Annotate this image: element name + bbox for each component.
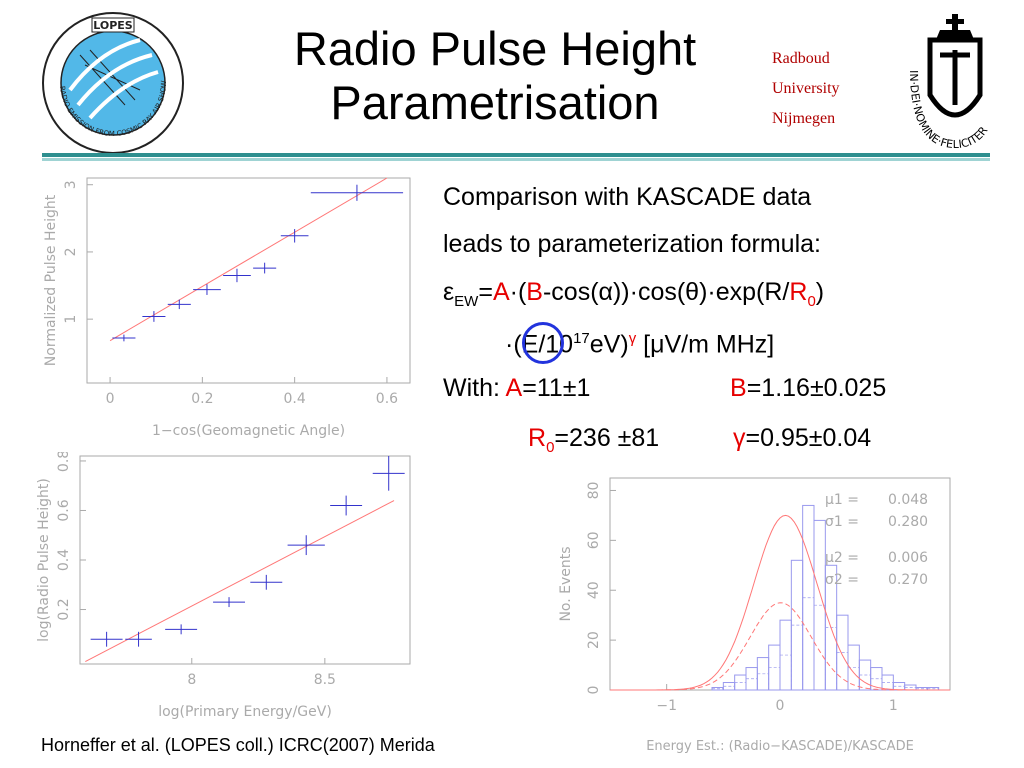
chart-energy: 8 8.5 0.2 0.4 0.6 0.8 log(Primary Energy/GeV) l… bbox=[36, 452, 411, 720]
highlight-circle bbox=[522, 322, 564, 364]
histogram-bar-sub bbox=[926, 688, 940, 691]
y-tick-label: 80 bbox=[586, 482, 602, 500]
x-tick-label: −1 bbox=[656, 698, 677, 714]
y-tick-label: 0.2 bbox=[56, 598, 72, 620]
histogram-bar-sub bbox=[858, 674, 872, 691]
page-title: Radio Pulse Height Parametrisation bbox=[293, 22, 697, 129]
y-axis-label: No. Events bbox=[558, 546, 574, 621]
title-rule bbox=[42, 153, 990, 157]
histogram-bar-sub bbox=[836, 652, 849, 691]
data-point bbox=[253, 262, 277, 274]
histogram-bar-sub bbox=[745, 678, 758, 691]
y-tick-label: 20 bbox=[586, 631, 602, 649]
x-tick-label: 0.6 bbox=[376, 391, 398, 407]
x-axis-label: 1−cos(Geomagnetic Angle) bbox=[152, 423, 345, 439]
legend-label: μ1 = bbox=[825, 492, 859, 508]
lopes-logo-text: LOPES bbox=[93, 19, 133, 32]
histogram-bar-sub bbox=[768, 667, 781, 691]
x-tick-label: 1 bbox=[889, 698, 898, 714]
university-name: Radboud University Nijmegen bbox=[772, 50, 840, 127]
histogram-bar-sub bbox=[802, 597, 815, 691]
y-tick-label: 2 bbox=[63, 247, 79, 256]
y-axis-label: Normalized Pulse Height bbox=[43, 194, 59, 366]
param-r0: R0=236 ±81 bbox=[528, 424, 660, 456]
data-point bbox=[165, 624, 198, 635]
legend-label: σ2 = bbox=[825, 572, 859, 588]
params-line-1: With: A=11±1 bbox=[443, 374, 591, 402]
histogram-bar-sub bbox=[790, 624, 804, 691]
x-tick-label: 0.2 bbox=[191, 391, 213, 407]
data-point bbox=[310, 184, 404, 201]
data-point bbox=[112, 334, 136, 342]
y-tick-label: 40 bbox=[586, 581, 602, 599]
data-point bbox=[125, 631, 152, 647]
y-tick-label: 0.6 bbox=[56, 499, 72, 521]
legend-value: 0.270 bbox=[888, 572, 928, 588]
y-tick-label: 60 bbox=[586, 531, 602, 549]
x-tick-label: 0.4 bbox=[284, 391, 306, 407]
gaussian-fit-2 bbox=[610, 602, 950, 691]
histogram-bar-sub bbox=[756, 673, 770, 691]
plot-frame bbox=[86, 177, 411, 384]
y-tick-label: 3 bbox=[63, 180, 79, 189]
chart-geomagnetic: 0 0.2 0.4 0.6 1 2 3 1−cos(Geomagnetic Angle) Nor… bbox=[43, 177, 411, 439]
data-point bbox=[142, 311, 166, 322]
x-tick-label: 0 bbox=[776, 698, 785, 714]
x-tick-label: 8.5 bbox=[314, 672, 336, 688]
data-point bbox=[213, 597, 245, 608]
text-line-2: leads to parameterization formula: bbox=[443, 230, 821, 258]
plot-frame bbox=[79, 455, 411, 665]
data-point bbox=[223, 268, 251, 283]
x-axis-label: Energy Est.: (Radio−KASCADE)/KASCADE bbox=[646, 739, 914, 753]
legend-label: μ2 = bbox=[825, 550, 859, 566]
y-tick-label: 0.4 bbox=[56, 549, 72, 571]
legend-label: σ1 = bbox=[825, 514, 859, 530]
x-tick-label: 8 bbox=[187, 672, 196, 688]
data-point bbox=[280, 229, 309, 243]
title-rule-light bbox=[42, 158, 990, 161]
histogram-bar-sub bbox=[779, 654, 792, 691]
text-line-1: Comparison with KASCADE data bbox=[443, 183, 812, 211]
data-point bbox=[330, 495, 363, 516]
data-point bbox=[90, 631, 123, 647]
histogram-bar-sub bbox=[722, 685, 736, 691]
radboud-seal: IN·DEI·NOMINE·FELICITER bbox=[900, 10, 1010, 152]
data-point bbox=[287, 535, 325, 556]
x-tick-label: 0 bbox=[106, 391, 115, 407]
y-axis-label: log(Radio Pulse Height) bbox=[36, 478, 52, 642]
legend-value: 0.048 bbox=[888, 492, 928, 508]
y-tick-label: 0.8 bbox=[56, 452, 72, 472]
legend-value: 0.006 bbox=[888, 550, 928, 566]
citation: Horneffer et al. (LOPES coll.) ICRC(2007… bbox=[41, 735, 435, 755]
histogram-bar-sub bbox=[813, 604, 826, 691]
lopes-logo: LOPES RADIO EMISSION FROM COSMIC RAY AIR… bbox=[38, 4, 186, 156]
data-point bbox=[193, 284, 221, 295]
formula-line-1: εEW=A·(B-cos(α))·cos(θ)·exp(R/R0) bbox=[443, 278, 825, 310]
x-axis-label: log(Primary Energy/GeV) bbox=[158, 704, 332, 720]
fit-line bbox=[85, 500, 395, 662]
data-point bbox=[250, 574, 283, 590]
param-gamma: γ=0.95±0.04 bbox=[733, 424, 872, 452]
fit-line bbox=[109, 177, 388, 342]
y-tick-label: 1 bbox=[63, 315, 79, 324]
data-point bbox=[167, 299, 191, 310]
y-tick-label: 0 bbox=[586, 686, 602, 695]
legend-value: 0.280 bbox=[888, 514, 928, 530]
histogram-bar-sub bbox=[734, 682, 747, 691]
data-point bbox=[372, 456, 405, 491]
param-b: B=1.16±0.025 bbox=[730, 374, 887, 402]
